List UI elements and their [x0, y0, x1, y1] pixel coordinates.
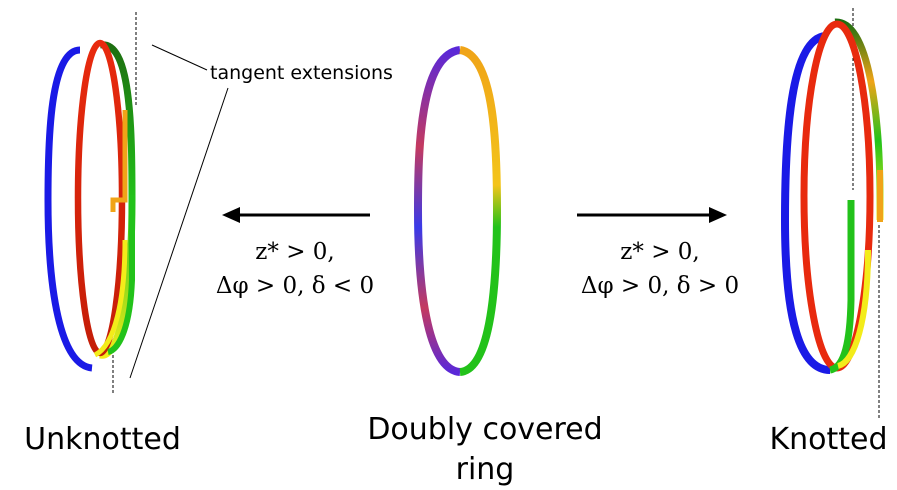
caption-knotted: Knotted	[769, 422, 888, 457]
unknotted-ring	[44, 12, 137, 395]
condition-right: z* > 0, Δφ > 0, δ > 0	[555, 235, 765, 303]
knotted-tail-green	[828, 200, 855, 374]
unknotted-tail-yellow	[93, 239, 128, 358]
tangent-pointer-bottom	[129, 87, 229, 379]
condition-right-line2: Δφ > 0, δ > 0	[580, 273, 740, 299]
ring-right-half	[458, 46, 502, 376]
doubly-covered-ring	[413, 46, 502, 376]
caption-doubly-covered: Doubly covered ring	[340, 410, 630, 490]
unknotted-tail-orange	[110, 110, 128, 212]
arrow-left	[222, 207, 370, 223]
caption-unknotted: Unknotted	[24, 422, 181, 457]
caption-middle-line1: Doubly covered	[367, 412, 603, 447]
condition-left: z* > 0, Δφ > 0, δ < 0	[190, 235, 400, 303]
knotted-strand-blue	[780, 32, 831, 374]
caption-middle-line2: ring	[455, 452, 515, 487]
knotted-ring	[780, 8, 884, 420]
condition-left-line2: Δφ > 0, δ < 0	[215, 273, 375, 299]
arrow-right	[577, 207, 727, 223]
tangent-pointer-top	[151, 44, 208, 71]
condition-right-line1: z* > 0,	[620, 239, 700, 265]
ring-left-half	[413, 46, 462, 376]
knotted-tail-yellow	[836, 249, 871, 369]
unknotted-tail-green	[106, 195, 135, 355]
condition-left-line1: z* > 0,	[255, 239, 335, 265]
unknotted-strand-blue	[44, 46, 93, 372]
tangent-extensions-label: tangent extensions	[210, 62, 393, 84]
